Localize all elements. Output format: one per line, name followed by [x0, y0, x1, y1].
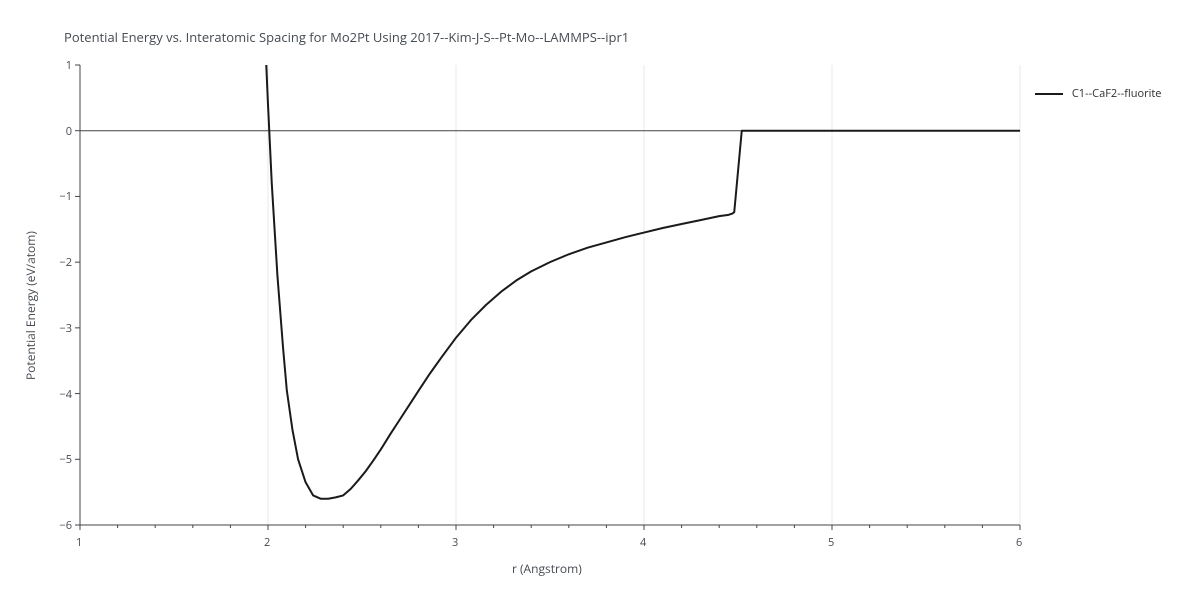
chart-container: Potential Energy vs. Interatomic Spacing…: [0, 0, 1200, 600]
y-tick: −5: [59, 452, 72, 467]
y-tick: 1: [66, 58, 72, 73]
legend-label: C1--CaF2--fluorite: [1072, 86, 1162, 101]
legend-swatch: [1035, 93, 1063, 95]
plot-area: [0, 0, 1200, 600]
y-tick: −1: [59, 189, 72, 204]
x-tick: 5: [828, 535, 834, 550]
x-tick: 4: [640, 535, 646, 550]
y-tick: −3: [59, 321, 72, 336]
x-tick: 6: [1016, 535, 1022, 550]
x-tick: 2: [264, 535, 270, 550]
legend: C1--CaF2--fluorite: [1035, 86, 1161, 101]
y-tick: −2: [59, 255, 72, 270]
x-tick: 3: [452, 535, 458, 550]
y-tick: 0: [66, 124, 72, 139]
y-tick: −4: [59, 387, 72, 402]
x-tick: 1: [76, 535, 82, 550]
y-tick: −6: [59, 518, 72, 533]
